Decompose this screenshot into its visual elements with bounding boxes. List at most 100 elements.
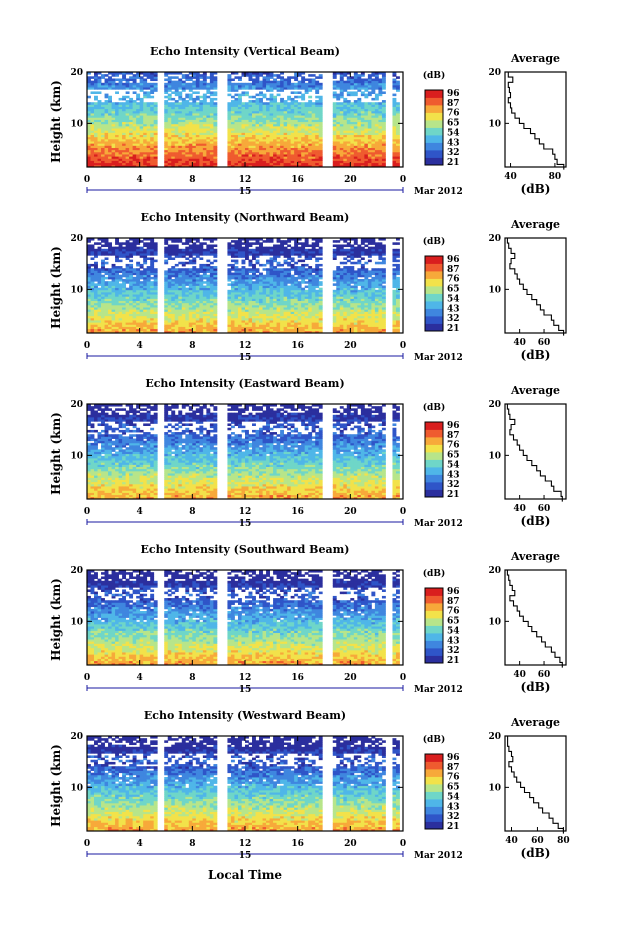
heatmap-cell bbox=[108, 274, 112, 278]
heatmap-cell bbox=[108, 97, 112, 101]
heatmap-cell bbox=[118, 108, 123, 112]
heatmap-cell bbox=[287, 130, 292, 133]
heatmap-cell bbox=[132, 125, 137, 129]
heatmap-cell bbox=[252, 121, 256, 125]
heatmap-cell bbox=[94, 287, 98, 291]
heatmap-cell bbox=[230, 143, 235, 146]
heatmap-cell bbox=[353, 82, 358, 86]
heatmap-cell bbox=[367, 162, 372, 166]
heatmap-cell bbox=[213, 84, 218, 88]
heatmap-cell bbox=[150, 84, 155, 88]
heatmap-cell bbox=[125, 104, 130, 107]
heatmap-cell bbox=[252, 125, 256, 129]
heatmap-cell bbox=[378, 78, 383, 82]
heatmap-cell bbox=[129, 106, 134, 110]
heatmap-cell bbox=[108, 72, 112, 75]
heatmap-cell bbox=[136, 162, 141, 166]
heatmap-cell bbox=[343, 162, 348, 166]
heatmap-cell bbox=[350, 125, 355, 129]
heatmap-cell bbox=[132, 143, 137, 146]
heatmap-cell bbox=[122, 296, 127, 299]
heatmap-cell bbox=[336, 87, 341, 90]
heatmap-cell bbox=[227, 110, 232, 114]
heatmap-cell bbox=[381, 141, 386, 144]
heatmap-cell bbox=[111, 78, 116, 82]
heatmap-cell bbox=[266, 143, 270, 146]
heatmap-cell bbox=[115, 143, 119, 146]
heatmap-cell bbox=[353, 80, 358, 84]
heatmap-cell bbox=[336, 136, 341, 140]
heatmap-cell bbox=[192, 102, 197, 105]
heatmap-cell bbox=[259, 82, 263, 86]
heatmap-cell bbox=[188, 93, 193, 97]
heatmap-cell bbox=[206, 145, 211, 148]
heatmap-cell bbox=[367, 156, 372, 159]
heatmap-cell bbox=[122, 82, 127, 86]
heatmap-cell bbox=[350, 156, 355, 159]
heatmap-cell bbox=[213, 147, 218, 151]
heatmap-cell bbox=[343, 72, 348, 75]
heatmap-cell bbox=[90, 134, 95, 138]
heatmap-cell bbox=[273, 106, 277, 110]
heatmap-cell bbox=[125, 141, 130, 144]
heatmap-cell bbox=[336, 123, 341, 127]
heatmap-cell bbox=[360, 145, 365, 148]
heatmap-cell bbox=[227, 117, 232, 120]
heatmap-cell bbox=[195, 138, 200, 142]
heatmap-cell bbox=[101, 162, 105, 166]
heatmap-cell bbox=[280, 113, 285, 116]
heatmap-cell bbox=[87, 311, 91, 314]
heatmap-cell bbox=[318, 102, 323, 105]
heatmap-cell bbox=[108, 119, 112, 123]
heatmap-cell bbox=[115, 311, 119, 314]
heatmap-cell bbox=[332, 138, 337, 142]
heatmap-cell bbox=[108, 248, 112, 252]
heatmap-cell bbox=[395, 121, 400, 125]
heatmap-cell bbox=[213, 106, 218, 110]
heatmap-cell bbox=[346, 164, 351, 168]
heatmap-cell bbox=[357, 160, 362, 164]
heatmap-cell bbox=[339, 74, 344, 77]
heatmap-cell bbox=[339, 143, 344, 146]
heatmap-cell bbox=[259, 72, 263, 75]
heatmap-cell bbox=[90, 87, 95, 90]
heatmap-cell bbox=[94, 117, 98, 120]
heatmap-cell bbox=[90, 136, 95, 140]
heatmap-cell bbox=[381, 74, 386, 77]
heatmap-cell bbox=[332, 130, 337, 133]
heatmap-cell bbox=[245, 72, 249, 75]
heatmap-cell bbox=[111, 311, 116, 314]
heatmap-cell bbox=[101, 136, 105, 140]
heatmap-cell bbox=[252, 100, 256, 103]
heatmap-cell bbox=[118, 266, 123, 269]
heatmap-cell bbox=[343, 102, 348, 105]
heatmap-cell bbox=[118, 132, 123, 136]
heatmap-cell bbox=[104, 296, 109, 299]
heatmap-cell bbox=[153, 141, 158, 144]
heatmap-cell bbox=[364, 82, 369, 86]
heatmap-cell bbox=[118, 287, 123, 291]
heatmap-cell bbox=[311, 136, 316, 140]
heatmap-cell bbox=[185, 95, 190, 99]
heatmap-cell bbox=[94, 110, 98, 114]
heatmap-cell bbox=[234, 106, 239, 110]
heatmap-cell bbox=[266, 268, 270, 271]
heatmap-cell bbox=[237, 130, 242, 133]
heatmap-cell bbox=[146, 164, 151, 168]
heatmap-cell bbox=[343, 134, 348, 138]
heatmap-cell bbox=[346, 104, 351, 107]
heatmap-cell bbox=[94, 84, 98, 88]
heatmap-cell bbox=[150, 164, 155, 168]
heatmap-cell bbox=[202, 97, 207, 101]
heatmap-cell bbox=[367, 138, 372, 142]
heatmap-cell bbox=[97, 134, 102, 138]
heatmap-cell bbox=[252, 281, 256, 284]
heatmap-cell bbox=[297, 87, 302, 90]
heatmap-cell bbox=[143, 125, 148, 129]
heatmap-cell bbox=[87, 304, 91, 308]
heatmap-cell bbox=[146, 242, 151, 245]
heatmap-cell bbox=[336, 128, 341, 131]
heatmap-cell bbox=[115, 242, 119, 245]
heatmap-cell bbox=[125, 266, 130, 269]
heatmap-cell bbox=[252, 84, 256, 88]
